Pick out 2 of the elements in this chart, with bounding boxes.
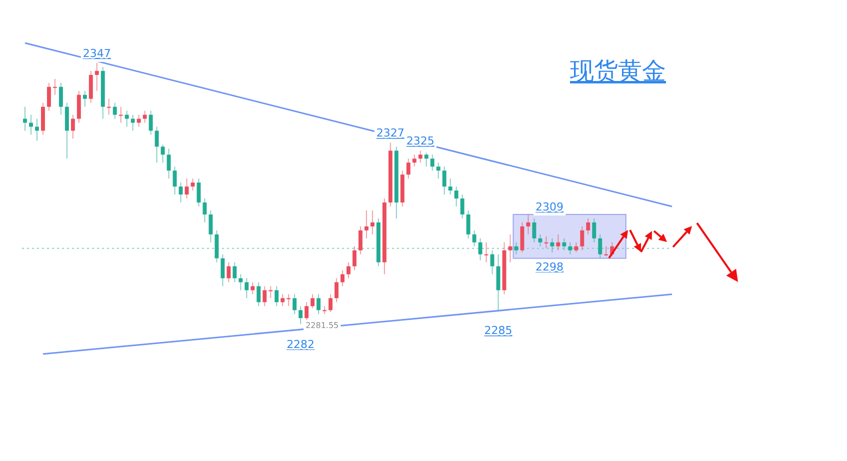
annotation: 2281.55 bbox=[306, 320, 339, 330]
chart-title: 现货黄金 bbox=[570, 57, 666, 85]
